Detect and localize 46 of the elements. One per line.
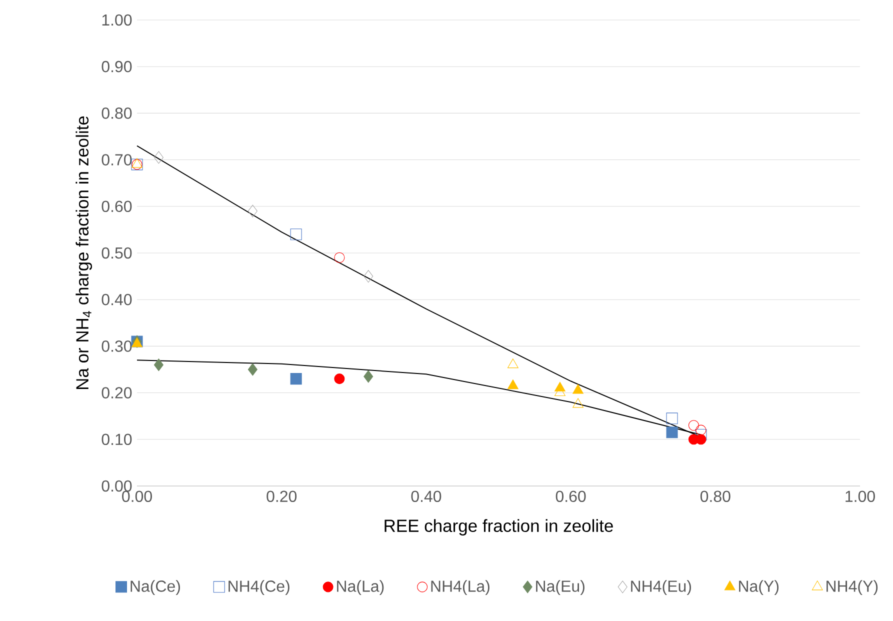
- point: [688, 420, 699, 431]
- y-tick-label: 0.70: [102, 154, 132, 166]
- x-axis-title: REE charge fraction in zeolite: [384, 519, 613, 536]
- point: [290, 228, 302, 240]
- point: [154, 358, 164, 372]
- y-tick-label: 0.80: [102, 108, 132, 119]
- y-tick-label: 0.60: [102, 200, 132, 212]
- point: [508, 358, 518, 368]
- y-tick-label: 0.30: [102, 340, 132, 352]
- y-tick-label: 0.40: [102, 294, 132, 306]
- point: [248, 363, 258, 376]
- y-axis-title: Na or NH$_{4}$ charge fraction in zeolite: [76, 116, 92, 389]
- point: [248, 204, 258, 218]
- point: [364, 370, 374, 383]
- x-tick-label: 0.20: [266, 490, 297, 502]
- y-tick-label: 1.00: [102, 14, 132, 26]
- y-tick-label: 0.50: [102, 247, 132, 259]
- point: [290, 373, 302, 385]
- legend-label: NH4(Y): [826, 580, 878, 596]
- x-tick-label: 0.00: [122, 490, 152, 502]
- legend-label: NH4(Eu): [631, 580, 691, 596]
- legend-label: NH4(Ce): [228, 580, 290, 596]
- y-tick-label: 0.20: [102, 387, 132, 398]
- legend-label: Na(La): [337, 580, 384, 596]
- legend-label: Na(Eu): [536, 580, 584, 596]
- point: [508, 380, 518, 390]
- x-tick-label: 0.40: [411, 490, 442, 502]
- y-tick-label: 0.10: [102, 434, 132, 446]
- point: [696, 434, 706, 445]
- point: [666, 426, 678, 438]
- x-tick-label: 1.00: [846, 490, 875, 502]
- y-tick-label: 0.00: [102, 480, 132, 492]
- y-tick-label: 0.90: [102, 60, 132, 72]
- point: [696, 424, 706, 436]
- x-tick-label: 0.60: [556, 490, 586, 502]
- legend-label: NH4(La): [431, 580, 490, 596]
- x-tick-label: 0.80: [700, 490, 730, 502]
- point: [666, 412, 678, 424]
- legend-label: Na(Ce): [130, 580, 180, 596]
- point: [572, 384, 584, 394]
- point: [364, 270, 374, 283]
- point: [334, 252, 345, 263]
- legend-label: Na(Y): [739, 580, 779, 596]
- point: [334, 374, 345, 384]
- point: [154, 151, 164, 164]
- point: [572, 398, 584, 408]
